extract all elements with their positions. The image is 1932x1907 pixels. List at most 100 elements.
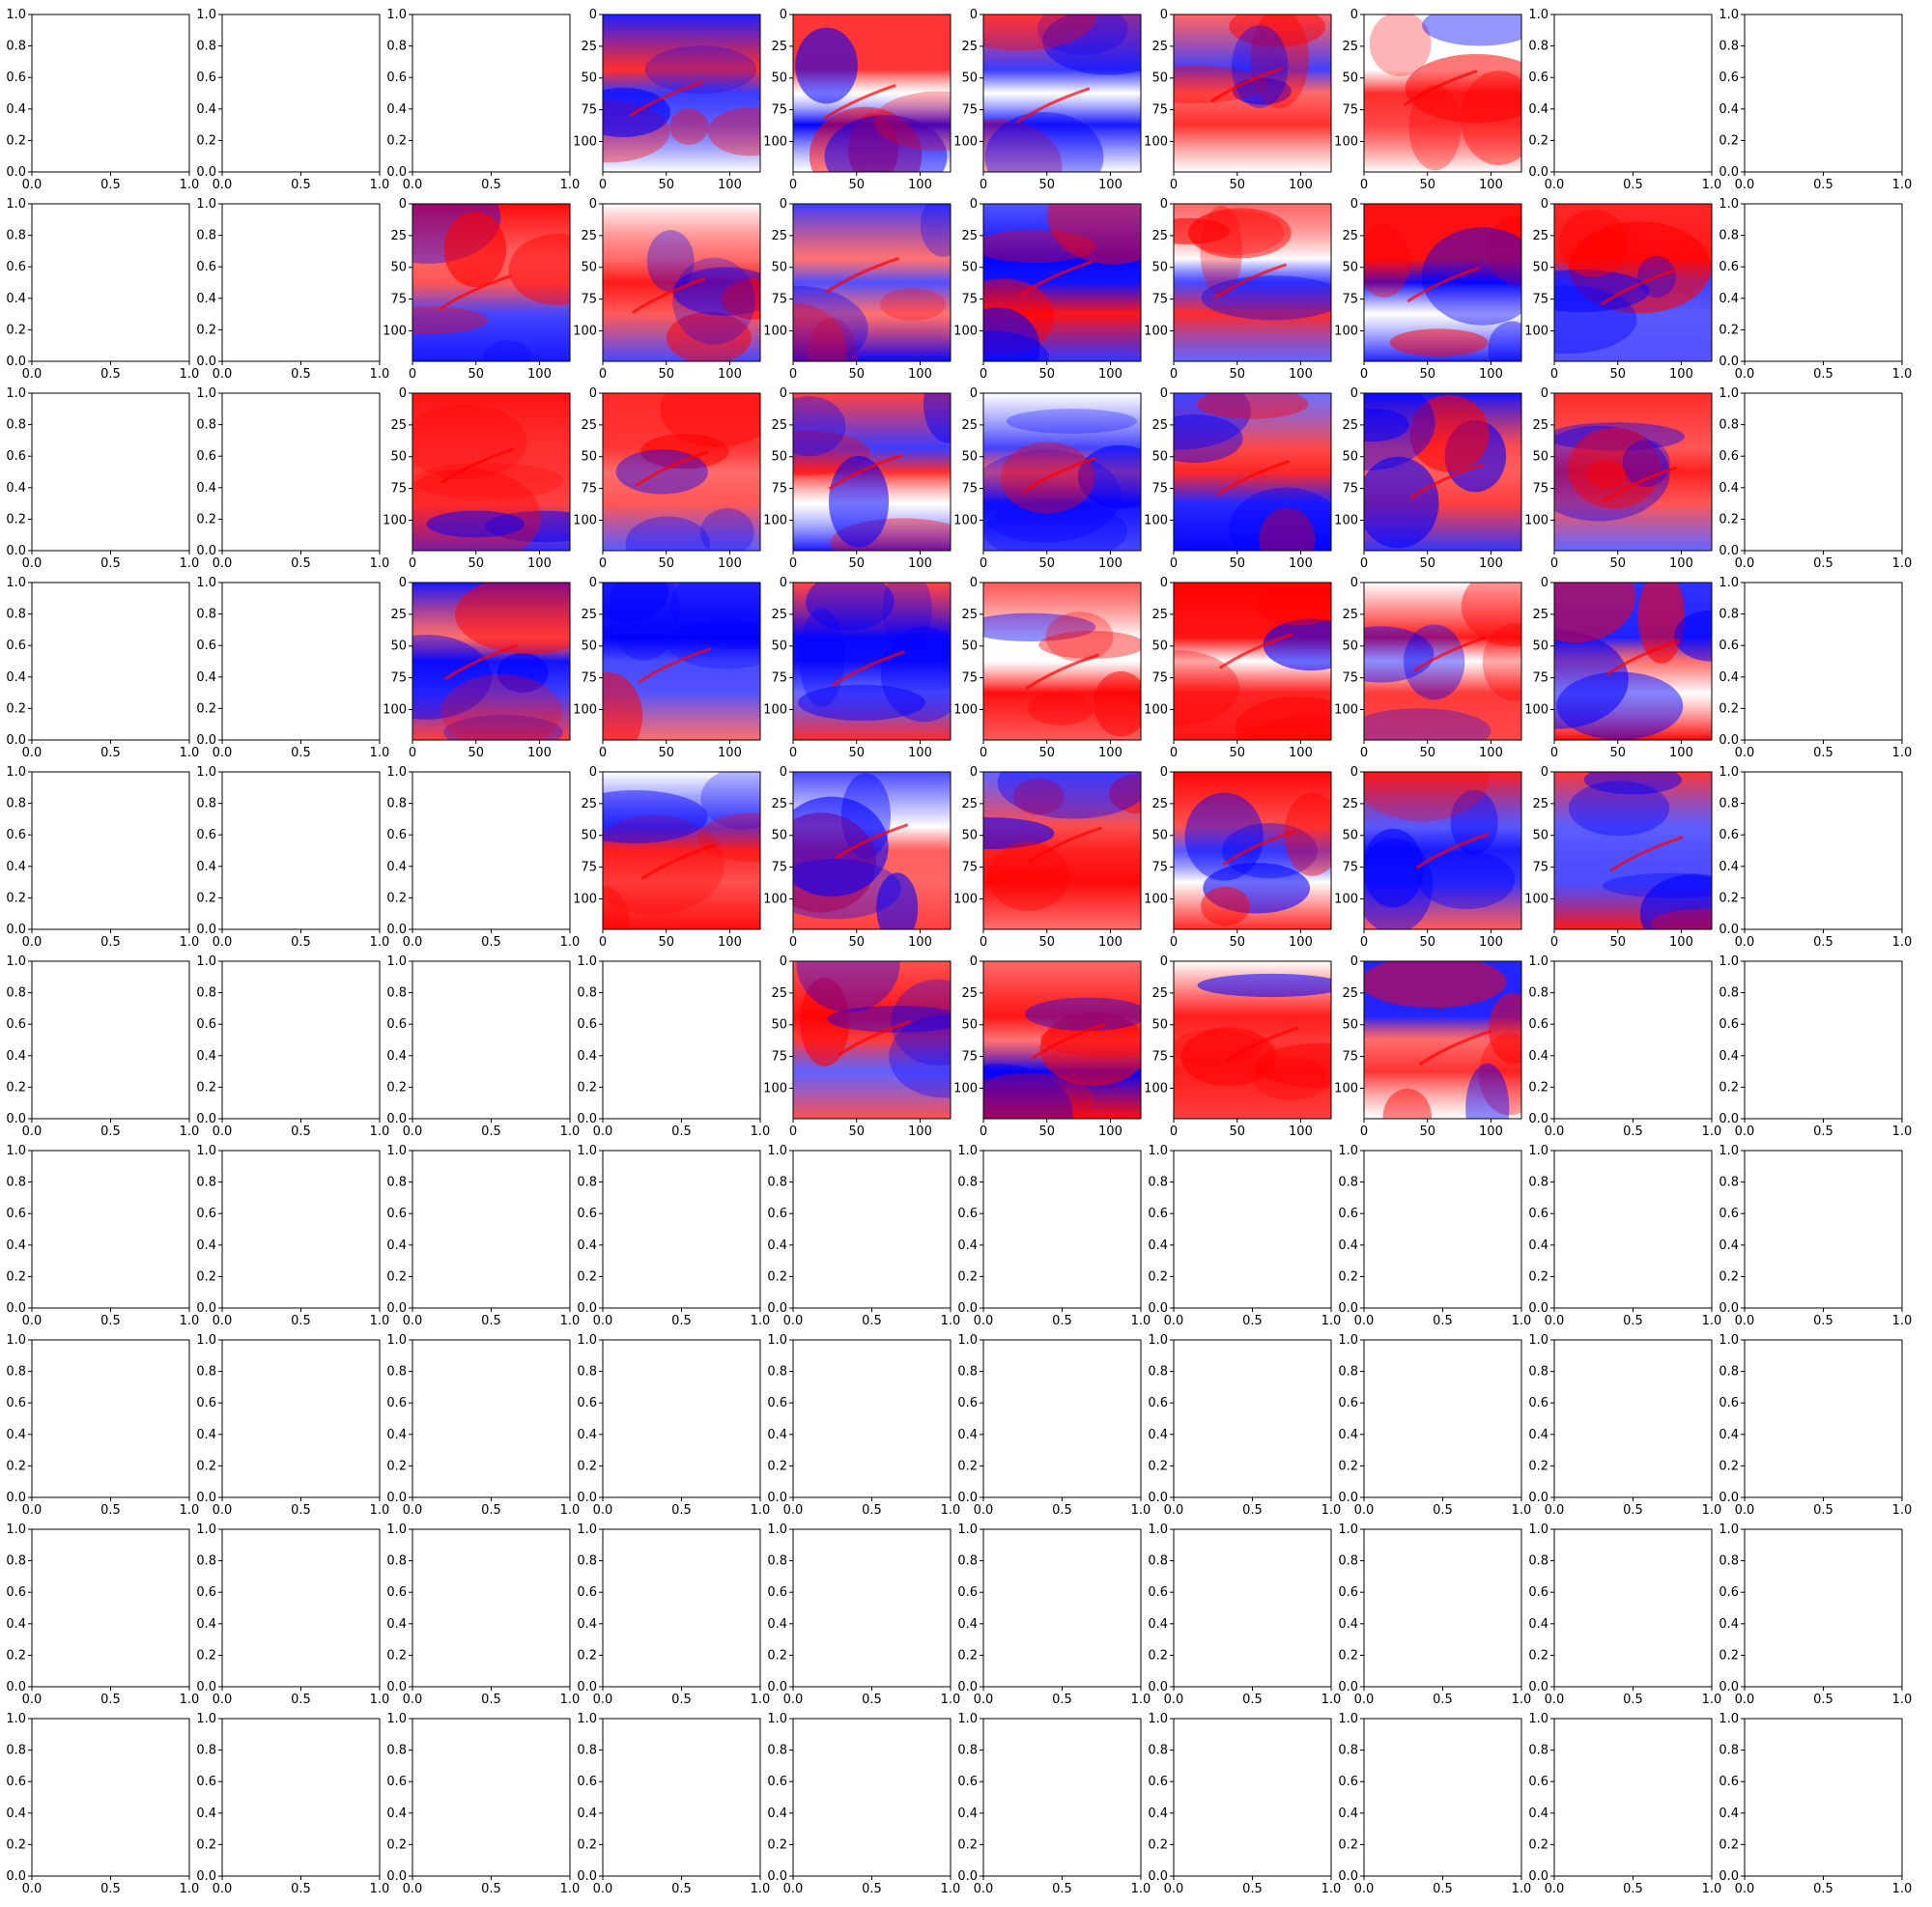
x-tick-label: 0	[980, 746, 987, 760]
x-tick-label: 100	[1098, 556, 1122, 571]
axes-frame	[1173, 960, 1332, 1120]
x-tick-label: 0.0	[1164, 1503, 1184, 1518]
x-tick-label: 1.0	[1892, 1882, 1913, 1896]
y-tick-label: 0.4	[577, 1428, 597, 1442]
y-tick-label: 25	[581, 608, 597, 622]
empty-axes-panel: 0.0 0.5 1.0 0.0 0.2 0.4 0.6 0.8 1.0	[386, 1333, 580, 1518]
x-tick-label: 1.0	[1892, 746, 1913, 760]
x-tick-label: 0	[599, 367, 607, 382]
y-tick-label: 0.4	[1148, 1617, 1168, 1632]
y-tick-label: 1.0	[6, 1712, 26, 1726]
x-tick-label: 1.0	[1892, 556, 1913, 571]
x-tick-label: 0.5	[671, 1503, 692, 1518]
y-tick-label: 0.2	[577, 1837, 597, 1852]
x-tick-label: 0.0	[403, 178, 423, 192]
empty-axes-panel: 0.0 0.5 1.0 0.0 0.2 0.4 0.6 0.8 1.0	[6, 1333, 199, 1518]
x-tick-label: 0.5	[291, 935, 311, 950]
x-tick-label: 50	[1609, 935, 1626, 950]
x-tick-label: 0.5	[1242, 1693, 1263, 1707]
axes-frame	[792, 14, 952, 173]
y-tick-label: 1.0	[6, 954, 26, 969]
y-tick-label: 0.0	[1719, 1680, 1739, 1694]
empty-axes-panel: 0.0 0.5 1.0 0.0 0.2 0.4 0.6 0.8 1.0	[577, 1333, 770, 1518]
axes-frame	[1553, 14, 1713, 173]
y-tick-label: 0.2	[386, 133, 407, 148]
x-tick-label: 0.0	[1735, 1503, 1755, 1518]
axes-frame	[221, 1718, 381, 1877]
empty-axes-panel: 0.0 0.5 1.0 0.0 0.2 0.4 0.6 0.8 1.0	[577, 1712, 770, 1896]
axes-frame	[412, 14, 571, 173]
y-tick-label: 1.0	[196, 765, 216, 780]
y-tick-label: 0.8	[957, 1554, 978, 1569]
x-tick-label: 1.0	[370, 1693, 390, 1707]
axes-frame	[982, 771, 1142, 930]
empty-axes-panel: 0.0 0.5 1.0 0.0 0.2 0.4 0.6 0.8 1.0	[196, 1712, 389, 1896]
heatmap-panel: 0 50 100 0 25 50 75 100	[1334, 197, 1522, 382]
x-tick-label: 50	[1609, 367, 1626, 382]
x-tick-label: 0.0	[593, 1124, 613, 1139]
x-tick-label: 100	[1479, 935, 1503, 950]
y-tick-label: 0.4	[6, 1428, 26, 1442]
y-tick-label: 0.0	[6, 1301, 26, 1316]
y-tick-label: 25	[1342, 797, 1358, 811]
x-tick-label: 50	[1609, 556, 1626, 571]
y-tick-label: 0.4	[1528, 1049, 1548, 1064]
x-tick-label: 1.0	[751, 1503, 771, 1518]
x-tick-label: 1.0	[941, 1314, 961, 1328]
y-tick-label: 0.2	[6, 1080, 26, 1095]
x-tick-label: 0	[1550, 935, 1558, 950]
y-tick-label: 25	[771, 608, 787, 622]
axes-frame	[982, 392, 1142, 552]
y-tick-label: 1.0	[1719, 576, 1739, 590]
x-tick-label: 0.5	[1813, 367, 1833, 382]
y-tick-label: 100	[1334, 1081, 1358, 1096]
x-tick-label: 0.5	[1623, 1314, 1643, 1328]
y-tick-label: 75	[961, 482, 978, 497]
y-tick-label: 0.4	[196, 860, 216, 874]
y-tick-label: 0	[1160, 197, 1168, 212]
y-tick-label: 0	[589, 576, 597, 590]
y-tick-label: 1.0	[577, 954, 597, 969]
y-tick-label: 0.6	[577, 1207, 597, 1221]
x-tick-label: 0.0	[1354, 1882, 1375, 1896]
x-tick-label: 50	[1419, 935, 1435, 950]
y-tick-label: 25	[390, 418, 407, 433]
y-tick-label: 0.2	[1719, 1459, 1739, 1473]
y-tick-label: 0.6	[1338, 1585, 1358, 1600]
y-tick-label: 25	[581, 797, 597, 811]
y-tick-label: 75	[581, 293, 597, 307]
y-tick-label: 0.2	[957, 1837, 978, 1852]
x-tick-label: 1.0	[370, 556, 390, 571]
x-tick-label: 50	[468, 556, 484, 571]
heatmap-panel: 0 50 100 0 25 50 75 100	[953, 386, 1142, 571]
x-tick-label: 100	[1098, 935, 1122, 950]
y-tick-label: 0.0	[386, 1491, 407, 1505]
empty-axes-panel: 0.0 0.5 1.0 0.0 0.2 0.4 0.6 0.8 1.0	[196, 1144, 389, 1328]
y-tick-label: 0.2	[767, 1459, 787, 1473]
x-tick-label: 100	[908, 178, 932, 192]
y-tick-label: 100	[1144, 892, 1168, 906]
axes-frame	[792, 1718, 952, 1877]
y-tick-label: 0.0	[196, 1680, 216, 1694]
y-tick-label: 0.8	[957, 1744, 978, 1758]
y-tick-label: 0.6	[1719, 1207, 1739, 1221]
y-tick-label: 0.8	[386, 797, 407, 811]
y-tick-label: 0.2	[1528, 1648, 1548, 1663]
y-tick-label: 25	[961, 40, 978, 54]
heatmap-panel: 0 50 100 0 25 50 75 100	[1144, 197, 1332, 382]
empty-axes-panel: 0.0 0.5 1.0 0.0 0.2 0.4 0.6 0.8 1.0	[196, 386, 389, 571]
y-tick-label: 0.2	[196, 1269, 216, 1284]
x-tick-label: 0.0	[213, 178, 233, 192]
y-tick-label: 0.6	[386, 1775, 407, 1789]
x-tick-label: 1.0	[1702, 1314, 1722, 1328]
axes-frame	[982, 960, 1142, 1120]
y-tick-label: 100	[953, 324, 978, 338]
x-tick-label: 0.5	[1433, 1693, 1453, 1707]
y-tick-label: 75	[1342, 482, 1358, 497]
y-tick-label: 0.2	[1148, 1648, 1168, 1663]
y-tick-label: 0.6	[1719, 260, 1739, 274]
axes-frame	[412, 960, 571, 1120]
x-tick-label: 0.0	[403, 1503, 423, 1518]
empty-axes-panel: 0.0 0.5 1.0 0.0 0.2 0.4 0.6 0.8 1.0	[767, 1333, 960, 1518]
y-tick-label: 50	[390, 450, 407, 465]
